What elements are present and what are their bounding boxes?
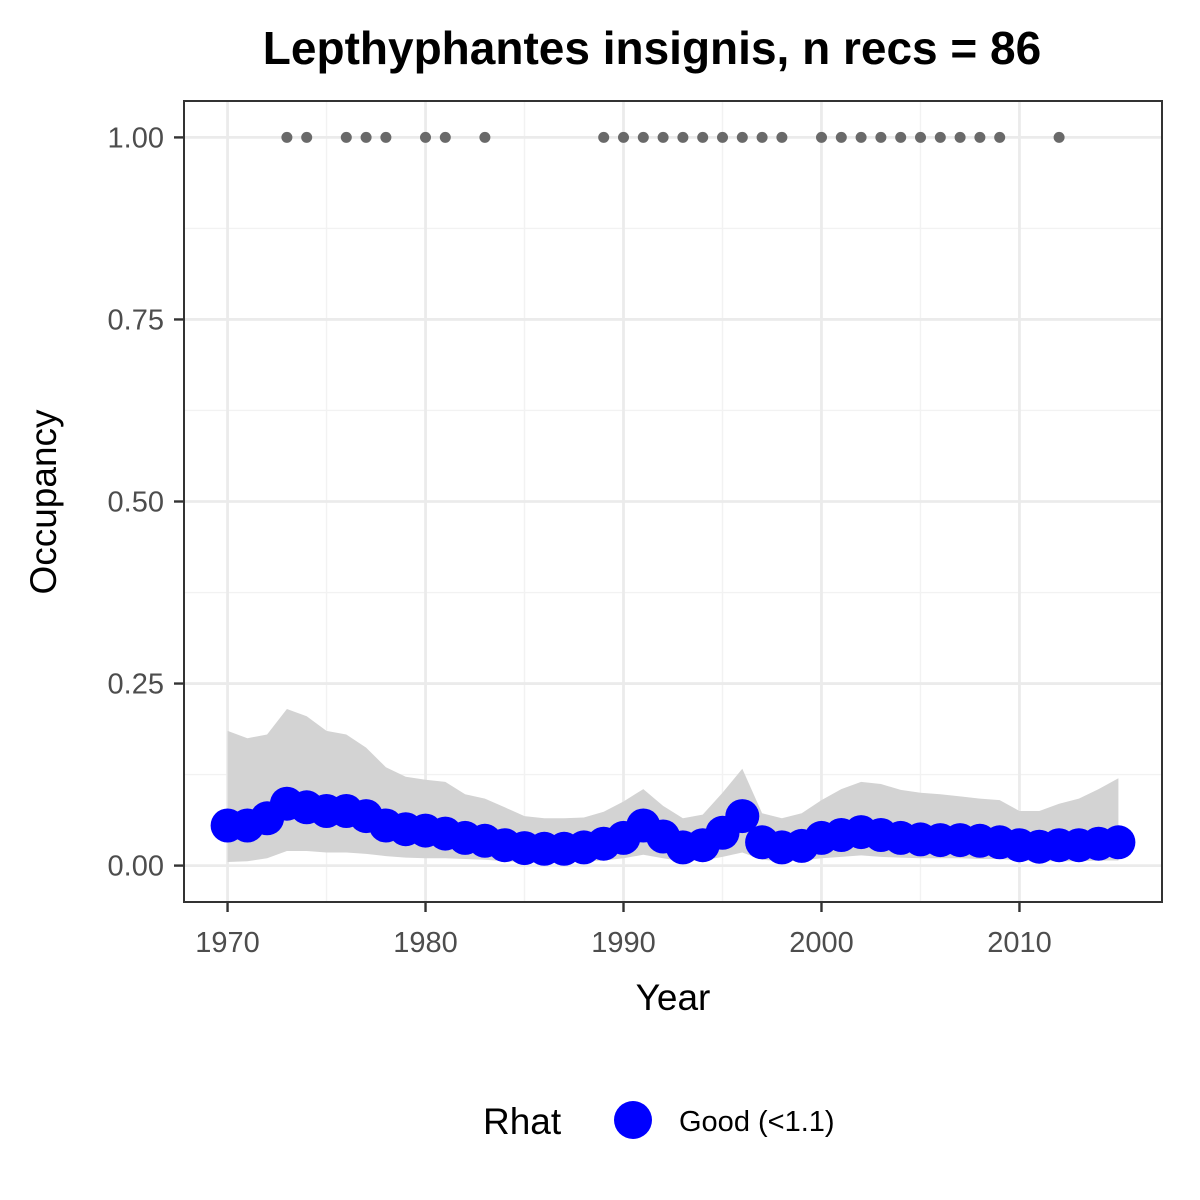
x-tick-label: 1970 (195, 927, 260, 959)
series-layer (210, 786, 1136, 866)
record-point (717, 131, 728, 143)
legend: Rhat Good (<1.1) (483, 1101, 835, 1142)
record-point (816, 131, 827, 143)
legend-title: Rhat (483, 1101, 562, 1142)
record-point (974, 131, 986, 143)
record-point (697, 131, 709, 143)
record-point (637, 131, 649, 143)
record-point (855, 131, 867, 143)
x-tick-label: 1990 (591, 927, 656, 959)
series-point (725, 799, 760, 834)
record-point (915, 131, 926, 143)
record-point (439, 131, 451, 143)
chart-title: Lepthyphantes insignis, n recs = 86 (263, 22, 1041, 74)
record-point (380, 131, 392, 143)
record-point (736, 131, 748, 143)
major-gridlines (184, 101, 1162, 902)
y-tick-label: 0.75 (108, 304, 164, 336)
y-tick-label: 1.00 (108, 122, 164, 154)
record-point (934, 131, 946, 143)
series-point (1101, 825, 1136, 860)
record-point (677, 131, 689, 143)
x-tick-label: 2010 (987, 927, 1052, 959)
record-point (420, 131, 431, 143)
record-point (875, 131, 887, 143)
record-point (994, 131, 1006, 143)
record-point (618, 131, 629, 143)
x-axis-title: Year (636, 977, 711, 1018)
x-axis-ticks: 1970 1980 1990 2000 2010 (195, 902, 1052, 959)
record-point (301, 131, 313, 143)
legend-swatch-good (614, 1101, 652, 1139)
x-tick-label: 2000 (789, 927, 854, 959)
record-point (835, 131, 847, 143)
record-point (756, 131, 768, 143)
y-tick-label: 0.25 (108, 669, 164, 701)
record-point (360, 131, 372, 143)
y-axis-ticks: 0.00 0.25 0.50 0.75 1.00 (108, 122, 184, 883)
legend-label-good: Good (<1.1) (679, 1106, 835, 1138)
y-axis-title: Occupancy (23, 409, 64, 595)
x-tick-label: 1980 (393, 927, 458, 959)
record-point (281, 131, 293, 143)
y-tick-label: 0.00 (108, 851, 164, 883)
record-point (776, 131, 788, 143)
record-point (598, 131, 610, 143)
record-point (340, 131, 352, 143)
record-point (657, 131, 669, 143)
records-layer (281, 131, 1065, 143)
record-point (954, 131, 966, 143)
record-point (479, 131, 491, 143)
y-tick-label: 0.50 (108, 487, 164, 519)
record-point (1053, 131, 1065, 143)
record-point (895, 131, 907, 143)
